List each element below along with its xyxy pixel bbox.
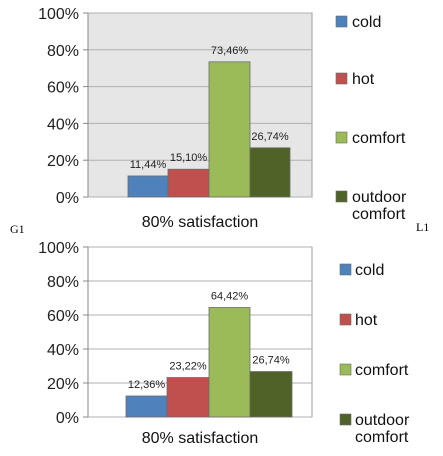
legend-label: comfort [355, 362, 409, 379]
legend-label: cold [352, 14, 381, 31]
legend-label: cold [355, 262, 384, 279]
legend-swatch [339, 363, 352, 376]
y-tick-label: 40% [47, 116, 79, 133]
legend-label: hot [352, 71, 375, 88]
y-tick-label: 80% [47, 274, 79, 291]
chart-1: 0% 20% 40% 60% 80% 100% 11,44%15,10% 73,46% 26,7… [38, 6, 407, 228]
bar-cold [125, 395, 168, 418]
y-tick-label: 100% [38, 240, 79, 257]
x-axis-label: 80% satisfaction [142, 430, 259, 447]
bar-hot [166, 377, 210, 418]
y-tick-label: 80% [47, 43, 79, 60]
legend-label: comfort [352, 130, 406, 147]
legend-label-continued: comfort [355, 429, 409, 446]
y-tick-label: 20% [47, 376, 79, 393]
bar-outdoor-comfort [249, 147, 291, 198]
legend-swatch [335, 15, 348, 28]
legend-label-continued: comfort [352, 206, 406, 223]
y-tick-label: 0% [56, 410, 79, 427]
legend-label: hot [355, 312, 378, 329]
data-label: 11,44% [130, 159, 167, 171]
data-label: 15,10% [170, 152, 208, 164]
legend-swatch [335, 72, 348, 85]
corner-label-left: G1 [10, 222, 25, 236]
corner-label-right: L1 [416, 220, 430, 234]
y-tick-label: 0% [56, 190, 79, 207]
legend-swatch [335, 131, 348, 144]
legend-swatch [339, 413, 352, 426]
legend-swatch [339, 263, 352, 276]
y-tick-label: 60% [47, 308, 79, 325]
data-label: 26,74% [252, 355, 290, 367]
y-tick-label: 60% [47, 80, 79, 97]
data-label: 12,36% [128, 379, 166, 391]
bar-outdoor-comfort [249, 371, 293, 418]
data-label: 23,22% [169, 361, 207, 373]
bar-comfort [208, 61, 251, 198]
y-tick-label: 100% [38, 6, 79, 23]
chart-2: 0% 20% 40% 60% 80% 100% 12,36%23,22% 64,42% 26,7… [38, 240, 410, 447]
data-label: 73,46% [211, 45, 249, 57]
legend-swatch [335, 190, 348, 203]
legend-label: outdoor [355, 412, 410, 429]
data-label: 26,74% [251, 131, 289, 143]
x-axis-label: 80% satisfaction [142, 214, 259, 228]
bar-cold [127, 175, 169, 198]
legend-label: outdoor [352, 189, 407, 206]
data-label: 64,42% [211, 290, 249, 302]
y-tick-label: 40% [47, 342, 79, 359]
legend-swatch [339, 313, 352, 326]
bar-comfort [208, 307, 251, 418]
y-tick-label: 20% [47, 153, 79, 170]
bar-hot [167, 168, 210, 198]
